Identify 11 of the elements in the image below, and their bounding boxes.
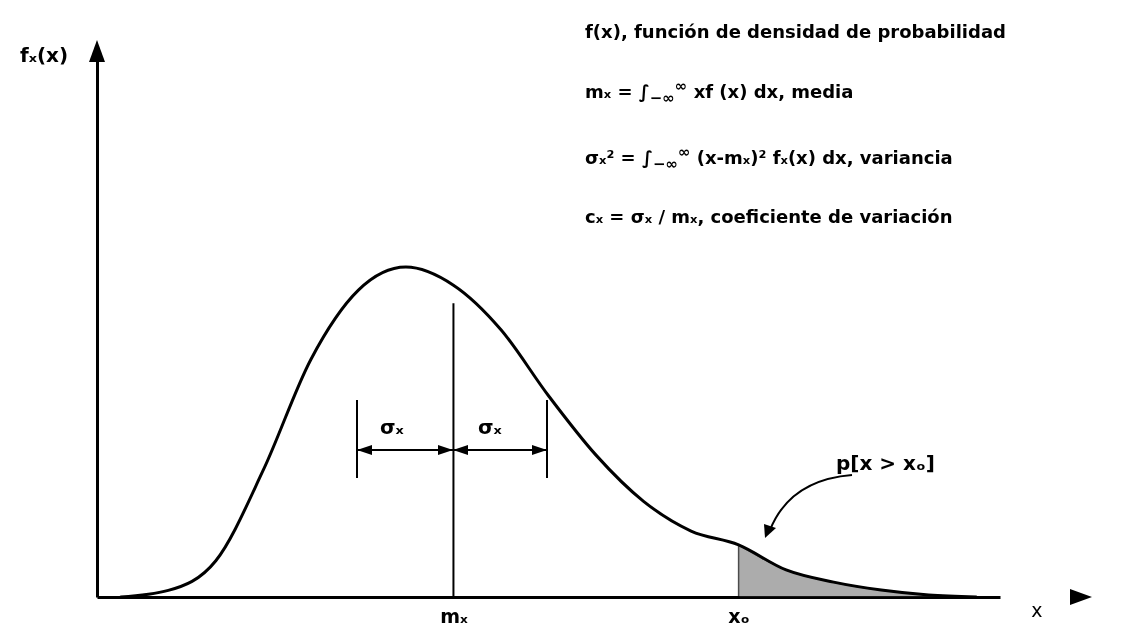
annotation: p[x > xₒ] (836, 451, 935, 475)
text: f(x), función de densidad de probabilidad (585, 20, 1006, 44)
x-tick-label: mₓ (440, 604, 468, 627)
text: cₓ = σₓ / mₓ, coeficiente de variación (585, 205, 954, 230)
annotation: σₓ (380, 415, 404, 439)
text: σₓ² = ∫$_{−∞}$$^{∞}$ (x-mₓ)² fₓ(x) dx, variancia (585, 141, 954, 175)
annotation: σₓ (478, 415, 502, 439)
text: fₓ(x) (20, 43, 69, 67)
x-tick-label: xₒ (728, 604, 750, 627)
x-axis-title: x (1031, 598, 1043, 621)
text: mₓ = ∫$_{−∞}$$^{∞}$ xf (x) dx, media (585, 76, 855, 109)
